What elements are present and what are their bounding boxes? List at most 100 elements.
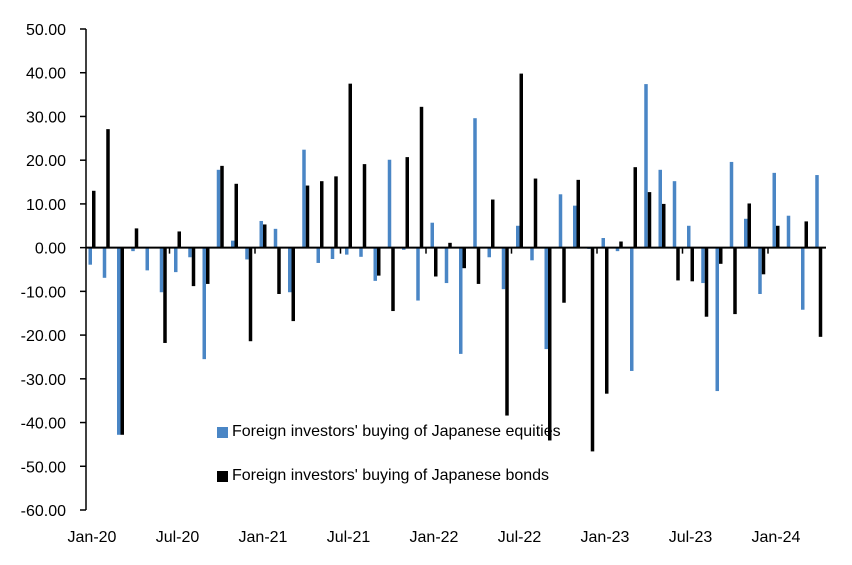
x-tick-label: Jan-21 [239,529,288,546]
equities-bar-Sep-20 [202,247,206,360]
legend-swatch-bonds [217,470,228,482]
bonds-bar-Oct-21 [391,247,395,312]
equities-bar-Sep-23 [715,247,719,392]
y-tick-label: 0.00 [35,241,66,258]
bonds-bar-May-23 [662,203,666,248]
bonds-bar-Mar-20 [120,247,124,435]
equities-bar-Nov-22 [573,205,577,248]
bonds-bar-Dec-23 [761,247,766,275]
equities-bar-Aug-20 [188,247,192,258]
legend-item-bonds: Foreign investors' buying of Japanese bo… [217,467,549,485]
bonds-bar-Jul-20 [177,231,181,248]
equities-bar-Apr-24 [815,175,819,248]
x-tick-label: Jul-21 [327,529,371,546]
equities-bar-May-22 [487,247,491,258]
bonds-bar-Mar-22 [462,247,466,269]
equities-bar-Sep-22 [544,247,548,350]
bonds-bar-Feb-20 [106,129,110,248]
bonds-bar-Jun-21 [334,176,338,248]
equities-bar-Dec-21 [416,247,420,301]
bonds-bar-Aug-20 [191,247,196,287]
equities-bar-Jul-23 [687,225,691,248]
equities-bar-Jul-21 [345,247,349,255]
equities-bar-May-23 [658,169,662,248]
bonds-bar-Dec-21 [419,106,424,248]
equities-bar-Feb-21 [273,228,278,248]
equities-bar-Jun-21 [330,247,335,260]
equities-bar-May-21 [316,247,320,263]
x-tick-label: Jan-20 [68,529,117,546]
bonds-bar-Sep-20 [206,247,210,284]
y-tick-label: 40.00 [26,66,66,83]
bonds-bar-Jan-23 [605,247,609,394]
equities-bar-Oct-22 [558,194,563,248]
equities-bar-Nov-20 [231,240,235,248]
bonds-bar-Jan-21 [263,224,267,248]
bonds-bar-Sep-22 [548,247,552,441]
y-tick-label: -60.00 [21,503,66,520]
equities-bar-Nov-23 [744,218,748,248]
equities-bar-Nov-21 [402,247,406,250]
y-tick-label: 20.00 [26,153,66,170]
bonds-bar-Oct-23 [733,247,737,315]
equities-bar-Feb-24 [786,215,791,248]
bonds-bar-Oct-20 [220,165,224,248]
equities-bar-Mar-23 [630,247,634,371]
y-tick-label: 10.00 [26,197,66,214]
equities-bar-Mar-21 [288,247,292,293]
bonds-bar-Mar-21 [291,247,295,322]
bonds-bar-Apr-22 [476,247,481,284]
bonds-bar-Jan-20 [92,190,96,248]
bonds-bar-Apr-21 [305,185,310,248]
bonds-bar-May-22 [491,199,495,248]
y-tick-label: -30.00 [21,372,66,389]
x-tick-label: Jul-20 [156,529,200,546]
bonds-bar-Sep-23 [719,247,723,264]
y-tick-label: -50.00 [21,459,66,476]
bonds-bar-Dec-20 [248,247,253,342]
y-tick-label: 50.00 [26,22,66,39]
x-tick-label: Jul-23 [669,529,713,546]
bonds-bar-Sep-21 [377,247,381,276]
y-tick-label: 30.00 [26,109,66,126]
equities-bar-Mar-20 [117,247,121,435]
x-tick-label: Jan-22 [410,529,459,546]
equities-bar-Jan-22 [430,222,434,248]
bonds-bar-Aug-23 [704,247,709,317]
equities-bar-Sep-21 [373,247,377,281]
bonds-bar-Feb-22 [448,242,452,248]
bonds-bar-May-21 [320,181,324,248]
bonds-bar-Jul-22 [519,73,523,248]
legend-label-bonds: Foreign investors' buying of Japanese bo… [232,467,550,484]
equities-bar-Apr-21 [302,149,306,248]
axes-group: 50.00 40.00 30.00 20.00 10.00 0.00 -10.00 -20.0… [21,22,826,546]
equities-bar-Dec-23 [758,247,762,294]
equities-bar-Jun-22 [501,247,506,290]
legend-label-equities: Foreign investors' buying of Japanese eq… [232,423,561,440]
bonds-bar-Aug-22 [533,178,538,248]
bonds-bar-Jul-23 [690,247,694,282]
equities-bar-Jan-23 [601,238,605,248]
x-tick-label: Jul-22 [498,529,542,546]
bonds-bar-Nov-22 [576,179,580,248]
bonds-bar-Apr-24 [818,247,823,337]
y-tick-label: -10.00 [21,284,66,301]
bonds-bar-Dec-22 [590,247,595,452]
bonds-bar-Nov-23 [747,203,751,248]
x-tick-label: Jan-23 [581,529,630,546]
equities-bar-Jun-23 [672,181,677,248]
bonds-bar-Apr-23 [647,192,652,248]
equities-bar-Aug-23 [701,247,705,284]
equities-bar-Mar-24 [801,247,805,310]
bonds-bar-Jun-20 [163,247,167,343]
equities-bar-Oct-23 [729,161,734,248]
equities-bar-Aug-22 [530,247,534,261]
bonds-bar-Feb-21 [277,247,281,294]
equities-bar-Feb-23 [615,247,620,252]
equities-bar-Jul-20 [174,247,178,273]
equities-bar-Jul-22 [516,225,520,248]
equities-bar-Jan-24 [772,172,776,248]
equities-bar-Oct-20 [216,169,221,248]
x-tick-label: Jan-24 [752,529,801,546]
